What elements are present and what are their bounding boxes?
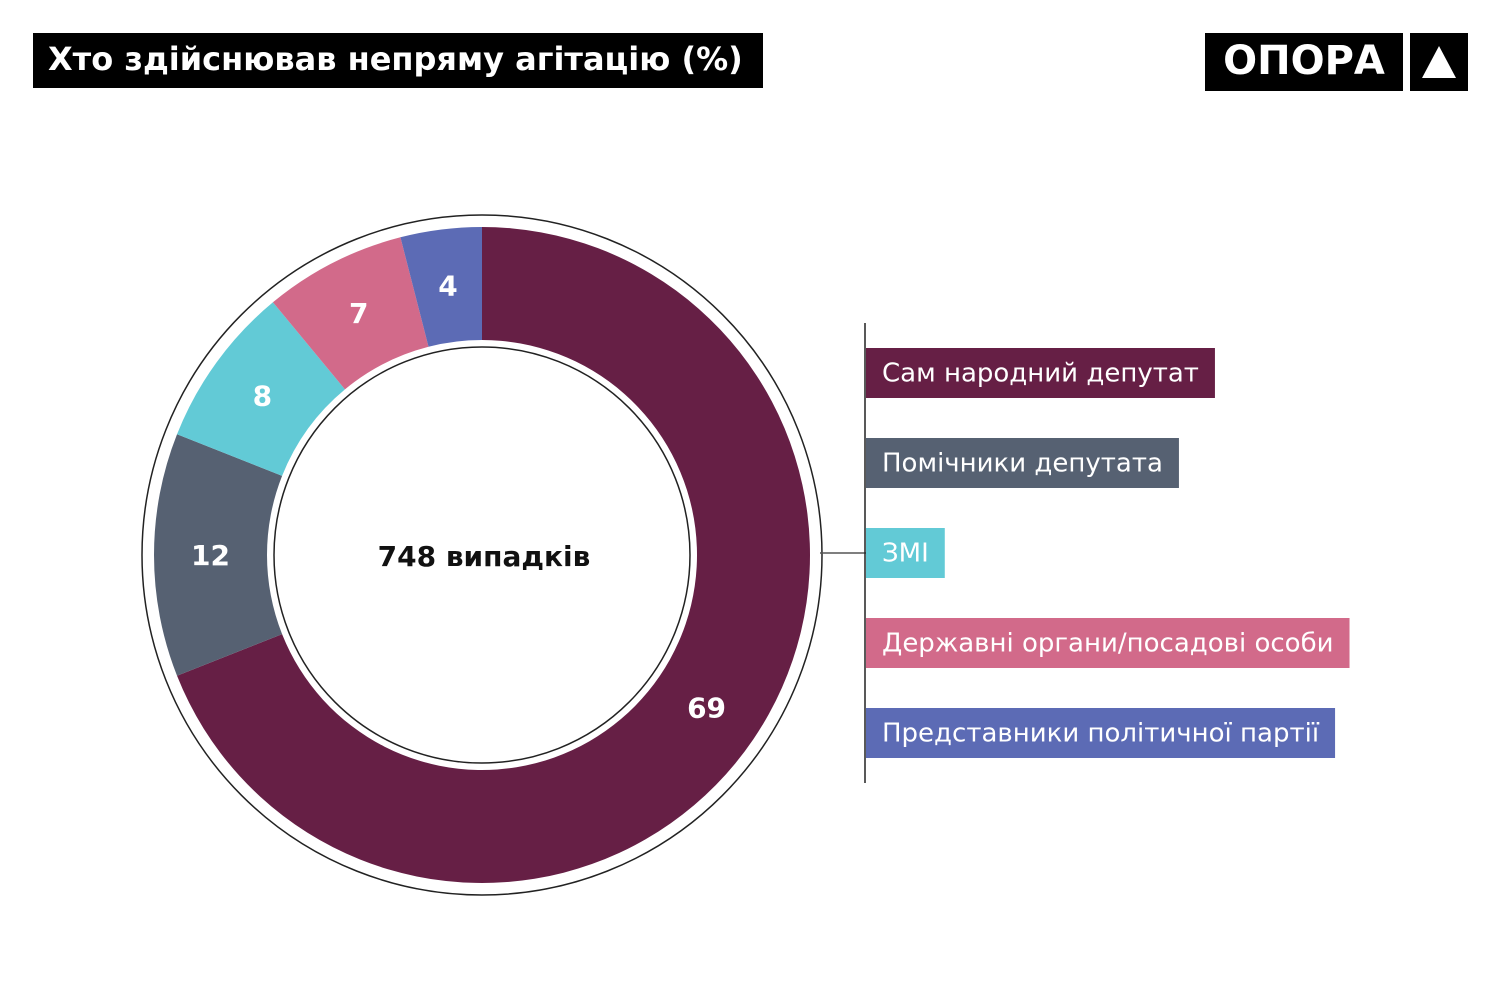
data-label: 69 (687, 692, 726, 725)
slice (177, 227, 810, 883)
logo: ОПОРА (1223, 38, 1385, 84)
data-label: 4 (438, 270, 457, 303)
legend: Сам народний депутат Помічники депутата ЗМ… (866, 348, 1350, 758)
legend-label: Сам народний депутат (882, 359, 1199, 389)
legend-swatch (866, 348, 1215, 398)
slice (400, 227, 482, 347)
slices: 69 12 8 7 4 (154, 227, 810, 883)
legend-label: Помічники депутата (882, 449, 1163, 479)
legend-label: Представники політичної партії (882, 719, 1320, 749)
chart-title: Хто здійснював непряму агітацію (%) (48, 40, 743, 78)
logo-triangle (1422, 46, 1456, 78)
slice (154, 434, 283, 676)
legend-swatch (866, 528, 945, 578)
center-label: 748 випадків (378, 540, 591, 573)
legend-swatch (866, 618, 1350, 668)
outer-ring (141, 214, 823, 896)
data-label: 12 (191, 539, 230, 572)
data-label: 7 (349, 297, 368, 330)
slice (272, 237, 429, 390)
logo-box (1205, 33, 1403, 91)
slice (177, 302, 345, 476)
legend-swatch (866, 708, 1336, 758)
legend-label: Державні органи/посадові особи (882, 629, 1334, 659)
legend-label: ЗМІ (882, 539, 929, 569)
data-label: 8 (253, 379, 272, 412)
title-box (33, 33, 763, 88)
inner-ring (273, 346, 691, 764)
legend-swatch (866, 438, 1179, 488)
